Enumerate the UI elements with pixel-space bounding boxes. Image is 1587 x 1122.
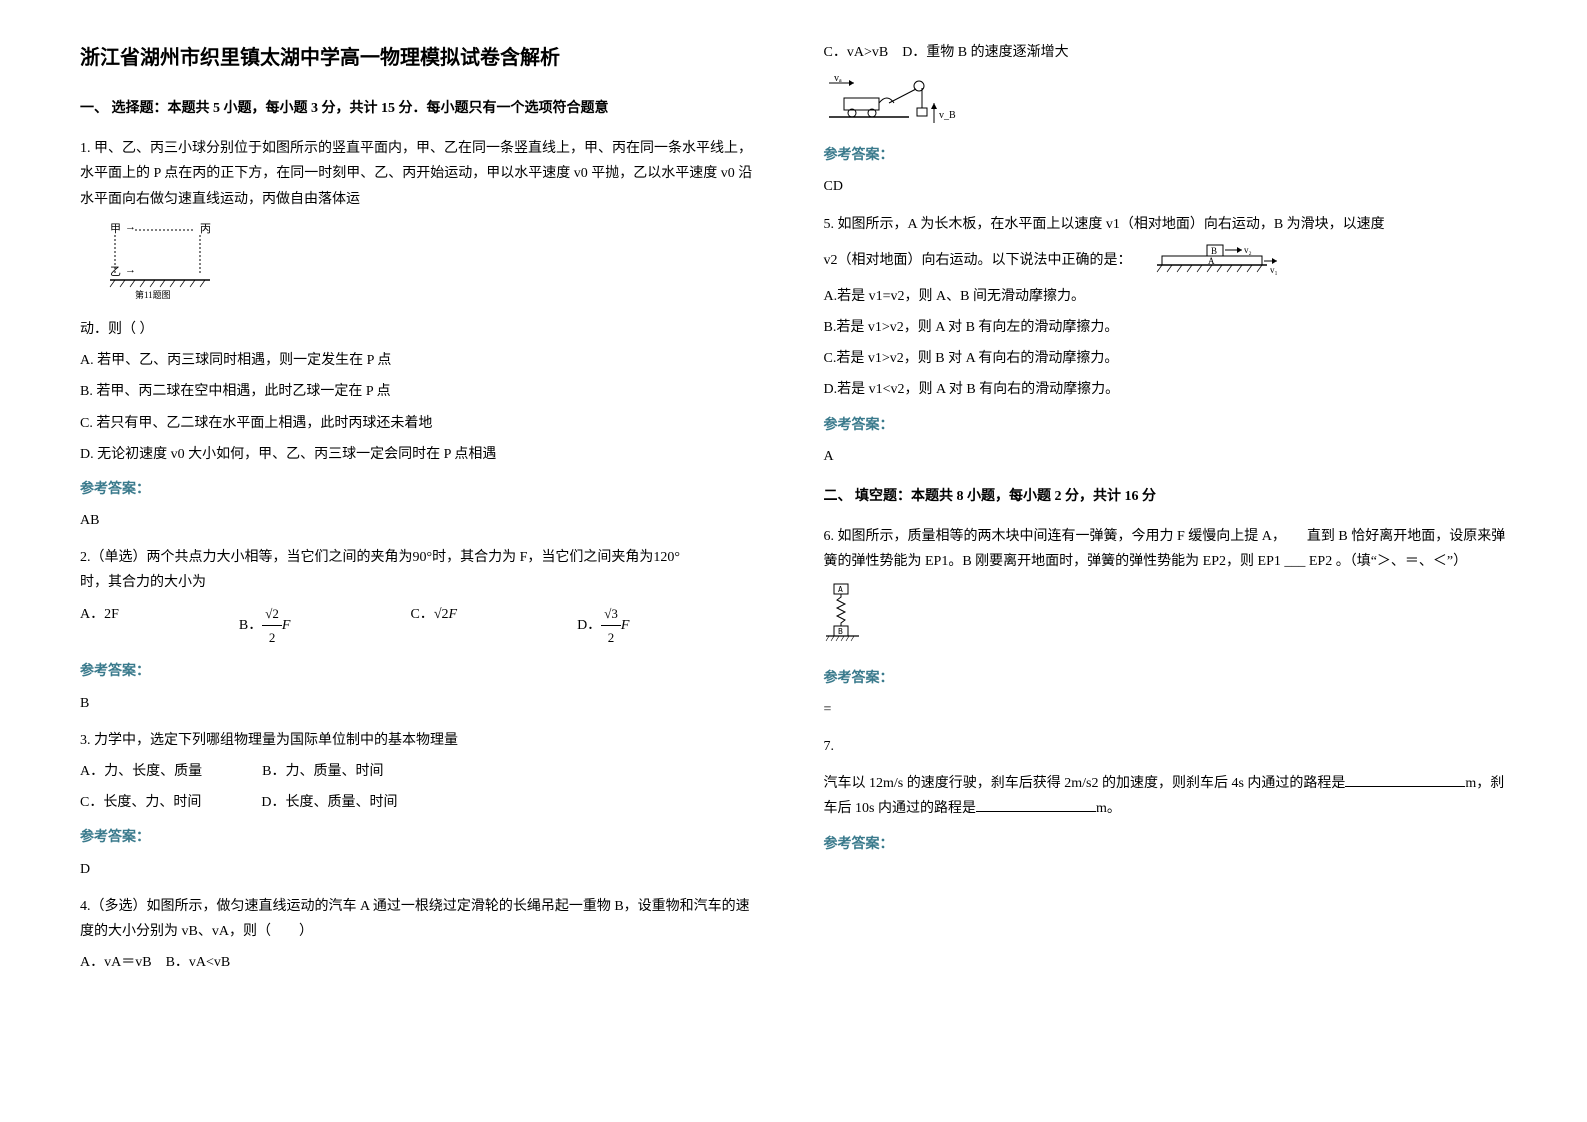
q3-row1: A．力、长度、质量 B．力、质量、时间 bbox=[80, 759, 764, 784]
q4-opt-b: B．vA<vB bbox=[166, 955, 231, 970]
q6-text: 6. 如图所示，质量相等的两木块中间连有一弹簧，今用力 F 缓慢向上提 A， 直… bbox=[824, 524, 1508, 574]
q2-d-label: D． bbox=[577, 618, 601, 633]
q2-angle2: 120° bbox=[653, 550, 680, 565]
q2-d-num: √3 bbox=[601, 602, 621, 626]
q7-text-c: m。 bbox=[1096, 801, 1121, 816]
q1-opt-a: A. 若甲、乙、丙三球同时相遇，则一定发生在 P 点 bbox=[80, 348, 764, 373]
q2-opt-c: C．√2F bbox=[410, 602, 457, 650]
svg-text:v₂: v₂ bbox=[1244, 245, 1252, 255]
q1-ref: 参考答案： bbox=[80, 477, 764, 502]
q4-opt-a: A．vA＝vB bbox=[80, 955, 152, 970]
q4-diagram: vₐ v_B bbox=[824, 73, 1508, 133]
q2-opt-b: B．√22F bbox=[239, 602, 291, 650]
q5-ans: A bbox=[824, 444, 1508, 469]
q5-text2: v2（相对地面）向右运动。以下说法中正确的是： bbox=[824, 248, 1132, 273]
svg-text:v_B: v_B bbox=[939, 110, 956, 121]
q2-c-sqrt: √2 bbox=[434, 607, 449, 622]
section2-header: 二、 填空题：本题共 8 小题，每小题 2 分，共计 16 分 bbox=[824, 484, 1508, 509]
q2-b-num: √2 bbox=[262, 602, 282, 626]
q5-diagram: B v₂ A v₁ bbox=[1152, 243, 1282, 278]
q2-d-den: 2 bbox=[601, 626, 621, 649]
svg-text:v₁: v₁ bbox=[1270, 265, 1278, 275]
q6-ans: = bbox=[824, 697, 1508, 722]
svg-text:A: A bbox=[838, 585, 843, 594]
q2-ans: B bbox=[80, 691, 764, 716]
q5-opt-d: D.若是 v1<v2，则 A 对 B 有向右的滑动摩擦力。 bbox=[824, 377, 1508, 402]
q1-opt-b: B. 若甲、丙二球在空中相遇，此时乙球一定在 P 点 bbox=[80, 379, 764, 404]
svg-text:vₐ: vₐ bbox=[834, 73, 842, 84]
q2-text-3: 时，其合力的大小为 bbox=[80, 570, 764, 595]
q5-opt-a: A.若是 v1=v2，则 A、B 间无滑动摩擦力。 bbox=[824, 284, 1508, 309]
q7-ref: 参考答案： bbox=[824, 832, 1508, 857]
q1-ans: AB bbox=[80, 508, 764, 533]
q3-ref: 参考答案： bbox=[80, 825, 764, 850]
q5-opt-c: C.若是 v1>v2，则 B 对 A 有向右的滑动摩擦力。 bbox=[824, 346, 1508, 371]
q2-d-f: F bbox=[621, 618, 630, 633]
q2-ref: 参考答案： bbox=[80, 659, 764, 684]
svg-text:丙: 丙 bbox=[200, 223, 211, 235]
q4-ans: CD bbox=[824, 174, 1508, 199]
svg-text:甲: 甲 bbox=[110, 223, 121, 235]
q3-ans: D bbox=[80, 857, 764, 882]
q2-text-1: 2.（单选）两个共点力大小相等，当它们之间的夹角为 bbox=[80, 550, 413, 565]
q5-opt-b: B.若是 v1>v2，则 A 对 B 有向左的滑动摩擦力。 bbox=[824, 315, 1508, 340]
q2-options: A．2F B．√22F C．√2F D．√32F bbox=[80, 602, 764, 650]
q6-ref: 参考答案： bbox=[824, 666, 1508, 691]
q1-text-tail: 动．则（ ） bbox=[80, 322, 154, 337]
svg-text:→: → bbox=[125, 264, 136, 276]
q3-opt-d: D．长度、质量、时间 bbox=[261, 790, 397, 815]
q7-blank1 bbox=[1345, 772, 1465, 787]
section1-header: 一、 选择题：本题共 5 小题，每小题 3 分，共计 15 分．每小题只有一个选… bbox=[80, 96, 764, 121]
q4-opts-ab: A．vA＝vB B．vA<vB bbox=[80, 950, 764, 975]
q3-row2: C．长度、力、时间 D．长度、质量、时间 bbox=[80, 790, 764, 815]
q4-opts-cd: C．vA>vB D．重物 B 的速度逐渐增大 bbox=[824, 40, 1508, 65]
q2-c-label: C． bbox=[410, 607, 433, 622]
svg-text:乙: 乙 bbox=[110, 265, 121, 278]
q7-text: 汽车以 12m/s 的速度行驶，刹车后获得 2m/s2 的加速度，则刹车后 4s… bbox=[824, 771, 1508, 821]
q2-opt-a: A．2F bbox=[80, 602, 119, 650]
q1-opt-d: D. 无论初速度 v0 大小如何，甲、乙、丙三球一定会同时在 P 点相遇 bbox=[80, 442, 764, 467]
q2-a-label: A． bbox=[80, 607, 104, 622]
svg-text:B: B bbox=[838, 627, 843, 636]
q3-opt-c: C．长度、力、时间 bbox=[80, 790, 201, 815]
q2-b-f: F bbox=[282, 618, 291, 633]
q2-text: 2.（单选）两个共点力大小相等，当它们之间的夹角为90°时，其合力为 F，当它们… bbox=[80, 545, 764, 595]
q5-text: 5. 如图所示，A 为长木板，在水平面上以速度 v1（相对地面）向右运动，B 为… bbox=[824, 212, 1508, 237]
q6-diagram: A B bbox=[824, 582, 1508, 655]
q4-text: 4.（多选）如图所示，做匀速直线运动的汽车 A 通过一根绕过定滑轮的长绳吊起一重… bbox=[80, 894, 764, 944]
q1-opt-c: C. 若只有甲、乙二球在水平面上相遇，此时丙球还未着地 bbox=[80, 411, 764, 436]
q1-diagram: 甲 → 丙 乙 → 第11题图 bbox=[80, 220, 764, 309]
q4-opt-c: C．vA>vB bbox=[824, 45, 889, 60]
q3-opt-b: B．力、质量、时间 bbox=[262, 759, 383, 784]
q2-c-f: F bbox=[449, 607, 458, 622]
svg-text:→: → bbox=[125, 221, 136, 233]
q3-text: 3. 力学中，选定下列哪组物理量为国际单位制中的基本物理量 bbox=[80, 728, 764, 753]
q2-opt-d: D．√32F bbox=[577, 602, 629, 650]
q7-text-a: 汽车以 12m/s 的速度行驶，刹车后获得 2m/s2 的加速度，则刹车后 4s… bbox=[824, 776, 1346, 791]
q2-text-2: 时，其合力为 F，当它们之间夹角为 bbox=[432, 550, 653, 565]
q1-text: 1. 甲、乙、丙三小球分别位于如图所示的竖直平面内，甲、乙在同一条竖直线上，甲、… bbox=[80, 136, 764, 212]
q7-label: 7. bbox=[824, 734, 1508, 759]
q2-b-den: 2 bbox=[262, 626, 282, 649]
q7-blank2 bbox=[976, 797, 1096, 812]
q3-opt-a: A．力、长度、质量 bbox=[80, 759, 202, 784]
q4-ref: 参考答案： bbox=[824, 143, 1508, 168]
q2-a-val: 2F bbox=[104, 607, 119, 622]
svg-text:B: B bbox=[1211, 246, 1217, 256]
q2-b-label: B． bbox=[239, 618, 262, 633]
svg-text:第11题图: 第11题图 bbox=[135, 289, 171, 300]
q4-opt-d: D．重物 B 的速度逐渐增大 bbox=[902, 45, 1068, 60]
q5-ref: 参考答案： bbox=[824, 413, 1508, 438]
q2-angle1: 90° bbox=[413, 550, 433, 565]
page-title: 浙江省湖州市织里镇太湖中学高一物理模拟试卷含解析 bbox=[80, 40, 764, 76]
